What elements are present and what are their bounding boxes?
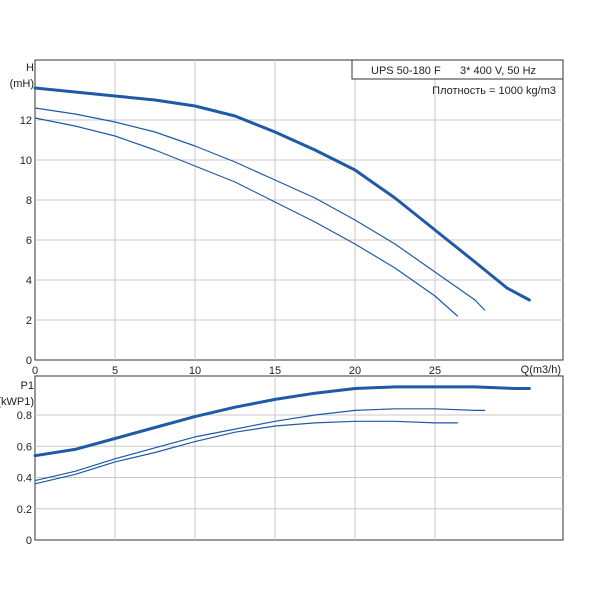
head-curve-plot: 0 2 4 6 8 10 12 0 5 10 15 20 25 H (mH) Q(m3/h) UPS …: [10, 59, 564, 377]
power-axis-symbol: P1: [21, 380, 34, 392]
flow-axis-label: Q(m3/h): [521, 364, 561, 376]
power-y-tick-label: 0.6: [17, 441, 32, 453]
power-y-tick-label: 0: [26, 535, 32, 547]
head-y-tick-label: 2: [26, 315, 32, 327]
head-y-ticks: 0 2 4 6 8 10 12: [20, 115, 32, 367]
power-y-tick-label: 0.8: [17, 410, 32, 422]
power-series: [33, 385, 531, 485]
head-series-line-2: [34, 107, 486, 311]
head-y-tick-label: 12: [20, 115, 32, 127]
head-x-tick-label: 15: [269, 365, 281, 377]
power-series-line-3: [34, 420, 458, 485]
head-y-tick-label: 8: [26, 195, 32, 207]
head-x-tick-label: 0: [32, 365, 38, 377]
head-y-tick-label: 4: [26, 275, 32, 287]
head-axis-unit: (mH): [10, 78, 34, 90]
head-series-line-1: [33, 86, 531, 302]
power-series-line-2: [34, 408, 486, 482]
power-y-tick-label: 0.4: [17, 473, 32, 485]
legend-title-box: [351, 59, 564, 80]
legend-density: Плотность = 1000 kg/m3: [432, 85, 556, 97]
power-plot-frame: [34, 375, 564, 541]
legend-model: UPS 50-180 F: [371, 65, 441, 77]
head-x-tick-label: 25: [429, 365, 441, 377]
power-y-ticks: 0 0.2 0.4 0.6 0.8: [17, 410, 32, 547]
head-plot-grid: [35, 60, 563, 360]
legend-supply: 3* 400 V, 50 Hz: [460, 65, 536, 77]
power-axis-unit: (kWP1): [0, 396, 34, 408]
head-x-ticks: 0 5 10 15 20 25: [32, 365, 441, 377]
head-plot-frame: [34, 59, 564, 361]
head-y-tick-label: 0: [26, 355, 32, 367]
head-y-tick-label: 6: [26, 235, 32, 247]
head-x-tick-label: 5: [112, 365, 118, 377]
head-x-tick-label: 10: [189, 365, 201, 377]
head-y-tick-label: 10: [20, 155, 32, 167]
chart-legend: UPS 50-180 F 3* 400 V, 50 Hz Плотность =…: [351, 59, 564, 97]
power-series-line-1: [33, 385, 531, 458]
head-axis-symbol: H: [26, 62, 34, 74]
head-x-tick-label: 20: [349, 365, 361, 377]
power-y-tick-label: 0.2: [17, 504, 32, 516]
head-series-line-3: [34, 117, 458, 317]
power-plot-grid: [35, 376, 563, 540]
head-series: [33, 86, 531, 317]
power-curve-plot: 0 0.2 0.4 0.6 0.8 P1 (kWP1): [0, 375, 564, 547]
